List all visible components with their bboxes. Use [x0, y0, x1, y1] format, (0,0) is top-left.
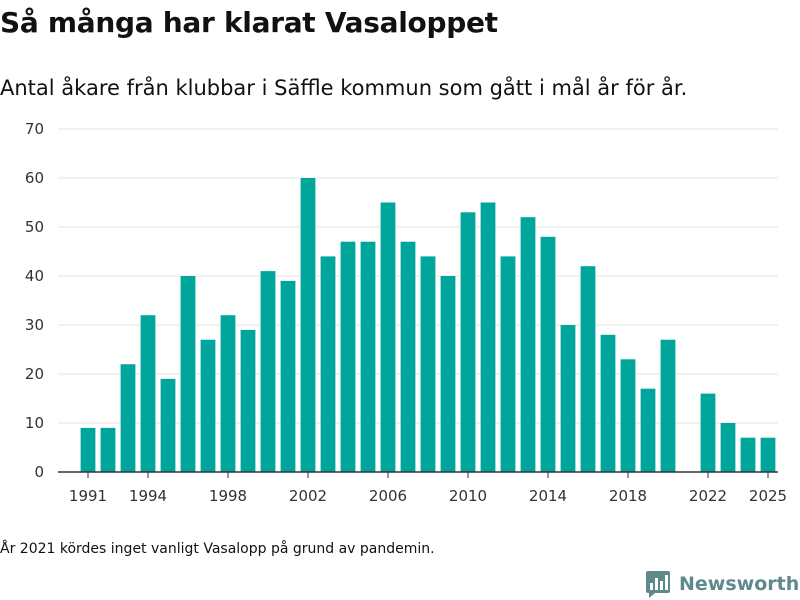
- brand-logo[interactable]: Newsworthy: [645, 569, 800, 599]
- x-tick-label: 2022: [689, 487, 727, 505]
- x-tick-label: 2006: [369, 487, 407, 505]
- x-tick-label: 2025: [749, 487, 787, 505]
- bar-2001: [280, 280, 296, 472]
- bar-2009: [440, 276, 456, 472]
- chart-subtitle: Antal åkare från klubbar i Säffle kommun…: [0, 76, 688, 100]
- bar-2005: [360, 241, 376, 472]
- bar-2007: [400, 241, 416, 472]
- x-tick-label: 1994: [129, 487, 167, 505]
- bar-2019: [640, 388, 656, 472]
- bar-1999: [240, 329, 256, 472]
- y-tick-label: 50: [25, 218, 44, 236]
- bar-2002: [300, 178, 316, 472]
- y-tick-label: 30: [25, 316, 44, 334]
- y-tick-label: 0: [34, 463, 44, 481]
- bar-2016: [580, 266, 596, 472]
- y-tick-label: 40: [25, 267, 44, 285]
- bar-2000: [260, 271, 276, 472]
- newsworthy-logo-icon: [646, 571, 670, 598]
- bar-2014: [540, 236, 556, 472]
- bar-1998: [220, 315, 236, 472]
- bar-2015: [560, 325, 576, 472]
- bar-1993: [120, 364, 136, 472]
- bar-1994: [140, 315, 156, 472]
- bar-2025: [760, 437, 776, 472]
- x-tick-label: 2010: [449, 487, 487, 505]
- bar-2010: [460, 212, 476, 473]
- bar-2023: [720, 423, 736, 472]
- bar-1997: [200, 339, 216, 472]
- y-tick-label: 60: [25, 169, 44, 187]
- x-tick-label: 1998: [209, 487, 247, 505]
- y-tick-label: 20: [25, 365, 44, 383]
- bar-1996: [180, 276, 196, 472]
- x-tick-label: 2018: [609, 487, 647, 505]
- bar-2022: [700, 393, 716, 472]
- x-tick-label: 2014: [529, 487, 567, 505]
- bar-2024: [740, 437, 756, 472]
- bar-2003: [320, 256, 336, 472]
- chart-title: Så många har klarat Vasaloppet: [0, 6, 498, 39]
- y-tick-label: 10: [25, 414, 44, 432]
- bar-2018: [620, 359, 636, 472]
- x-tick-label: 2002: [289, 487, 327, 505]
- bar-2017: [600, 334, 616, 472]
- footnote: År 2021 kördes inget vanligt Vasalopp på…: [0, 541, 435, 557]
- x-tick-label: 1991: [69, 487, 107, 505]
- bar-2011: [480, 202, 496, 472]
- y-tick-label: 70: [25, 120, 44, 138]
- brand-name: Newsworthy: [679, 573, 800, 595]
- bar-2012: [500, 256, 516, 472]
- bar-chart: 0 10 20 30 40 50 60 70 1991 1994 1998 2002 2006 2010 2…: [25, 120, 787, 505]
- bar-2020: [660, 339, 676, 472]
- bar-1995: [160, 378, 176, 472]
- bar-2004: [340, 241, 356, 472]
- bar-2006: [380, 202, 396, 472]
- bar-1992: [100, 427, 116, 472]
- bar-1991: [80, 427, 96, 472]
- bar-2013: [520, 217, 536, 472]
- bar-2008: [420, 256, 436, 472]
